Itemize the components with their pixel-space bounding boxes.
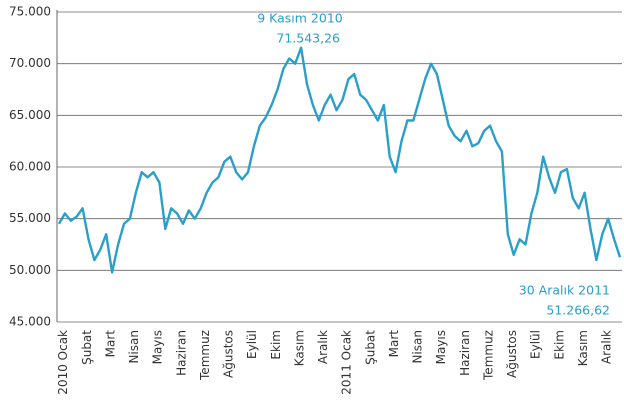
x-tick-label: Ağustos (222, 330, 236, 378)
x-tick-label: Haziran (458, 330, 472, 376)
x-tick-label: Nisan (411, 330, 425, 364)
x-tick-label: Mayıs (151, 330, 165, 364)
x-tick-label: Şubat (80, 330, 94, 365)
x-tick-label: Nisan (127, 330, 141, 364)
x-tick-label: Eylül (245, 330, 259, 359)
x-tick-label: Eylül (529, 330, 543, 359)
x-tick-label: Ekim (269, 330, 283, 360)
x-tick-label: 2011 Ocak (340, 330, 354, 395)
line (57, 46, 622, 274)
y-tick-label: 45.000 (9, 315, 51, 329)
y-tick-label: 65.000 (9, 108, 51, 122)
y-tick-label: 60.000 (9, 160, 51, 174)
y-tick-label: 75.000 (9, 5, 51, 19)
annotation-date: 30 Aralık 2011 (519, 283, 610, 298)
y-tick-label: 55.000 (9, 211, 51, 225)
y-tick-label: 70.000 (9, 56, 51, 70)
x-tick-label: 2010 Ocak (56, 330, 70, 395)
x-tick-label: Ağustos (505, 330, 519, 378)
annotation-value: 51.266,62 (546, 303, 610, 318)
x-tick-label: Mart (387, 330, 401, 358)
x-tick-label: Haziran (174, 330, 188, 376)
x-tick-label: Aralık (600, 330, 614, 364)
x-tick-label: Ekim (552, 330, 566, 360)
x-tick-label: Kasım (576, 330, 590, 366)
x-tick-label: Mart (103, 330, 117, 358)
x-tick-label: Temmuz (481, 330, 495, 381)
annotation-value: 71.543,26 (276, 31, 340, 46)
x-tick-label: Şubat (363, 330, 377, 365)
y-tick-label: 50.000 (9, 263, 51, 277)
x-tick-label: Aralık (316, 330, 330, 364)
x-tick-label: Temmuz (198, 330, 212, 381)
x-tick-label: Kasım (292, 330, 306, 366)
x-tick-label: Mayıs (434, 330, 448, 364)
annotation-date: 9 Kasım 2010 (257, 11, 343, 26)
